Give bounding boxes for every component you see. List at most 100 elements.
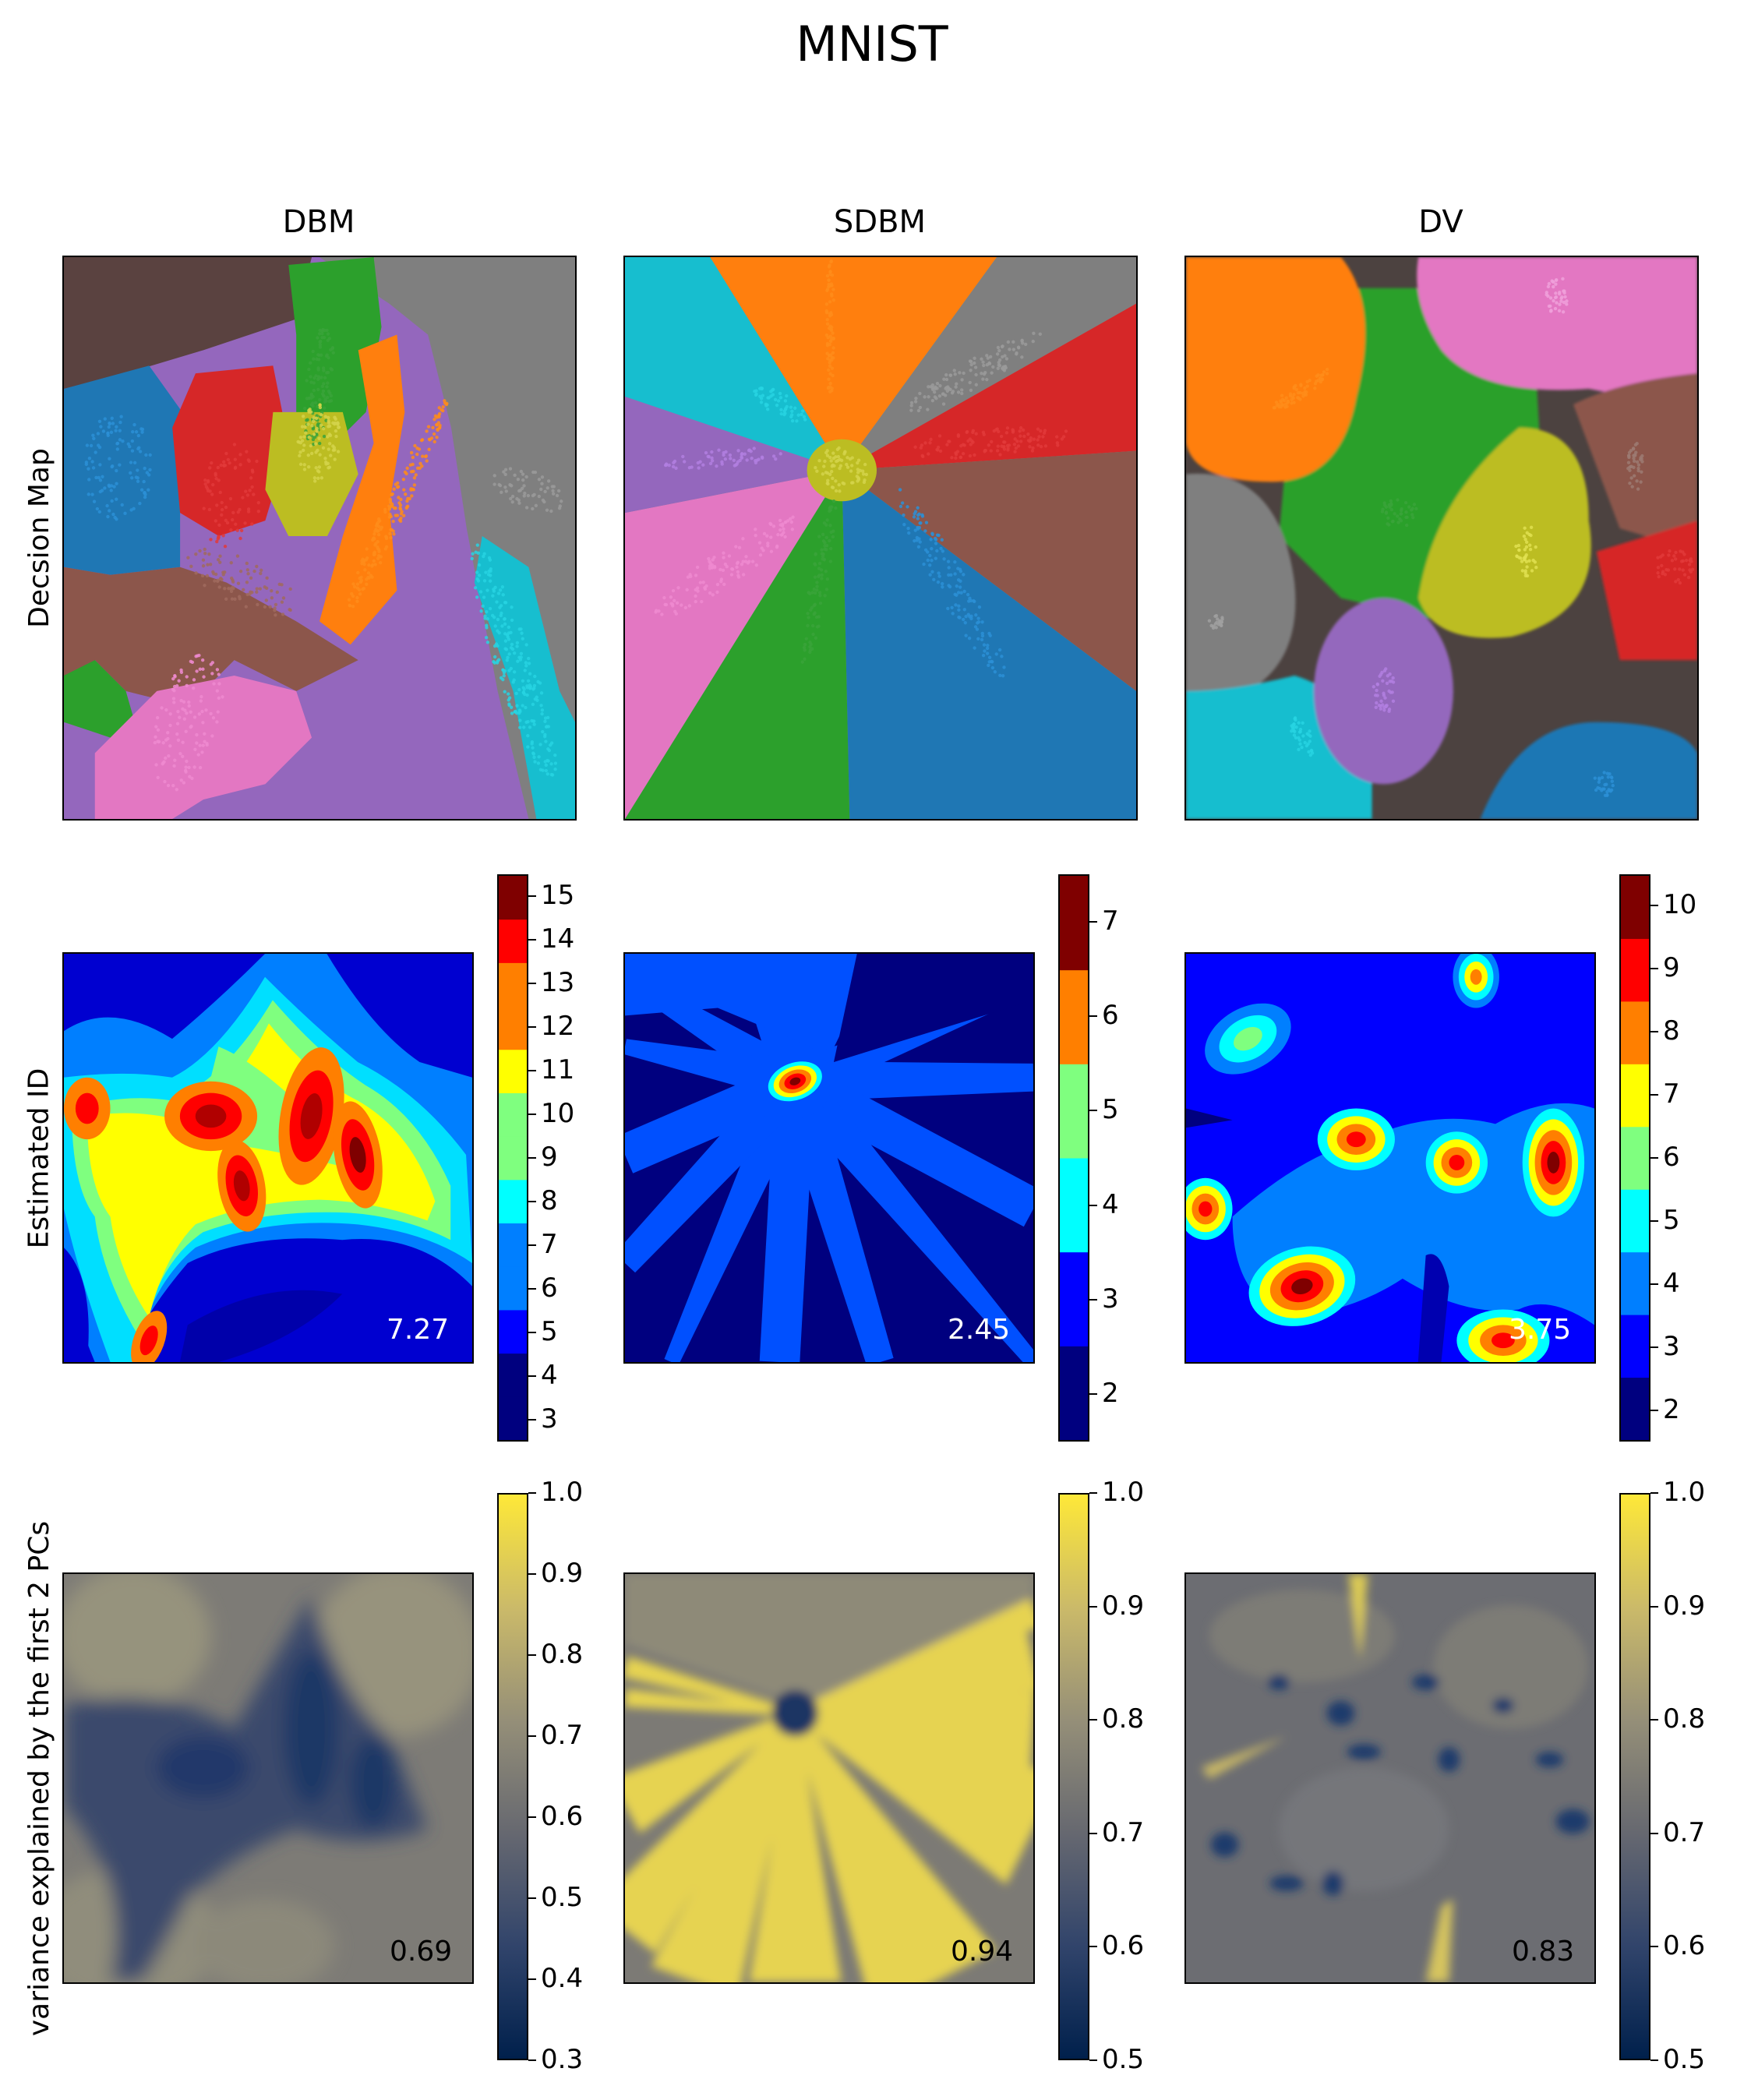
colorbar-segment: [499, 962, 527, 1007]
region-green2: [64, 660, 142, 746]
peak-top: [278, 1047, 344, 1185]
region-red: [172, 365, 289, 537]
colorbar-segment: [1621, 938, 1649, 1002]
colorbar-segment: [1621, 1001, 1649, 1064]
blob-left: [1186, 1177, 1233, 1241]
colorbar-tick-label: 0.7: [1663, 1816, 1706, 1848]
colorbar-tick-mark: [528, 1157, 536, 1159]
colorbar-tick-label: 11: [541, 1054, 575, 1085]
peak-right: [333, 1101, 383, 1209]
colorbar-id-dv: [1619, 874, 1650, 1442]
colorbar-tick-label: 13: [541, 967, 575, 998]
colorbar-tick-mark: [528, 1332, 536, 1333]
column-title-sdbm: SDBM: [833, 204, 927, 240]
colorbar-tick-label: 6: [1102, 1000, 1119, 1031]
colorbar-tick-mark: [528, 895, 536, 897]
colorbar-tick-mark: [1089, 920, 1097, 923]
colorbar-segment: [1621, 1064, 1649, 1128]
colorbar-tick-mark: [1089, 1204, 1097, 1206]
region-purple: [1314, 598, 1453, 785]
blob-right: [1522, 1108, 1585, 1217]
colorbar-tick-mark: [1650, 1605, 1658, 1608]
colorbar-tick-label: 0.8: [1663, 1703, 1706, 1735]
colorbar-var-dbm: [497, 1493, 528, 2060]
colorbar-tick-label: 0.5: [1663, 2044, 1706, 2075]
colorbar-tick-mark: [528, 1114, 536, 1115]
colorbar-segment: [499, 876, 527, 920]
colorbar-tick-mark: [1089, 1832, 1097, 1834]
colorbar-segment: [1060, 1251, 1088, 1346]
colorbar-tick-mark: [528, 1070, 536, 1071]
column-title-dbm: DBM: [282, 204, 355, 240]
colorbar-tick-mark: [1650, 1346, 1658, 1348]
blob-right-center: [1425, 1131, 1488, 1194]
scatter-green: [302, 327, 335, 446]
scatter-orange: [824, 259, 835, 394]
colorbar-tick-mark: [528, 1978, 536, 1980]
colorbar-tick-label: 0.6: [1102, 1930, 1145, 1962]
colorbar-tick-mark: [1089, 1110, 1097, 1112]
colorbar-tick-mark: [1650, 1094, 1658, 1096]
colorbar-segment: [499, 1092, 527, 1137]
colorbar-tick-mark: [528, 1735, 536, 1737]
region-pink: [1417, 257, 1697, 397]
decision-map-dv: [1184, 256, 1699, 821]
colorbar-tick-mark: [528, 1573, 536, 1575]
colorbar-tick-mark: [528, 1244, 536, 1246]
colorbar-segment: [1060, 969, 1088, 1064]
colorbar-tick-label: 2: [1102, 1378, 1119, 1410]
colorbar-tick-mark: [1089, 1492, 1097, 1494]
colorbar-tick-label: 6: [541, 1272, 558, 1304]
row-label-estimated-id: Estimated ID: [23, 1068, 55, 1248]
colorbar-tick-mark: [1650, 905, 1658, 907]
scatter-purple: [1372, 667, 1396, 714]
colorbar-segment: [1060, 1064, 1088, 1159]
variance-map-dbm: [62, 1572, 474, 1984]
colorbar-tick-label: 8: [1663, 1015, 1680, 1047]
colorbar-tick-label: 3: [1663, 1330, 1680, 1362]
center-peak: [768, 1061, 822, 1102]
scatter-brown: [186, 547, 292, 617]
region-olive: [265, 411, 358, 537]
colorbar-tick-mark: [528, 1492, 536, 1494]
colorbar-tick-mark: [1650, 2059, 1658, 2061]
scatter-pink: [1545, 277, 1569, 314]
colorbar-tick-mark: [528, 939, 536, 941]
colorbar-tick-mark: [1089, 2059, 1097, 2061]
region-green: [625, 470, 850, 819]
blob-bottom: [1456, 1309, 1550, 1362]
decision-map-sdbm: [623, 256, 1138, 821]
variance-map-dv: [1184, 1572, 1596, 1984]
mean-id-dbm: 7.27: [387, 1314, 450, 1346]
valley: [179, 1290, 343, 1362]
colorbar-tick-label: 5: [541, 1316, 558, 1347]
mean-id-sdbm: 2.45: [948, 1314, 1011, 1346]
row-label-variance: variance explained by the first 2 PCs: [23, 1520, 55, 2036]
scatter-orange: [1272, 367, 1329, 410]
scatter-cyan: [470, 543, 558, 777]
colorbar-segment: [1621, 1315, 1649, 1378]
scatter-cyan: [1290, 716, 1315, 757]
variance-map-sdbm: [623, 1572, 1035, 1984]
colorbar-tick-label: 8: [541, 1185, 558, 1216]
scatter-olive: [296, 403, 341, 483]
colorbar-tick-mark: [1650, 968, 1658, 970]
streak-top: [1348, 1574, 1368, 1660]
blob-top: [1453, 954, 1499, 1008]
mean-var-sdbm: 0.94: [951, 1936, 1014, 1968]
scatter-blue: [1593, 771, 1615, 798]
decision-map-dbm: [62, 256, 577, 821]
colorbar-tick-label: 2: [1663, 1393, 1680, 1425]
colorbar-var-sdbm: [1058, 1493, 1089, 2060]
peak-left: [64, 1077, 111, 1140]
colorbar-tick-label: 4: [541, 1360, 558, 1391]
colorbar-tick-mark: [528, 1201, 536, 1202]
colorbar-tick-label: 0.8: [541, 1639, 584, 1670]
colorbar-tick-mark: [1089, 1946, 1097, 1948]
colorbar-tick-mark: [1650, 1157, 1658, 1159]
colorbar-tick-mark: [1089, 1719, 1097, 1721]
colorbar-tick-label: 3: [541, 1403, 558, 1435]
colorbar-tick-label: 5: [1663, 1204, 1680, 1236]
colorbar-segment: [499, 1266, 527, 1311]
region-darkbrown: [64, 257, 312, 390]
